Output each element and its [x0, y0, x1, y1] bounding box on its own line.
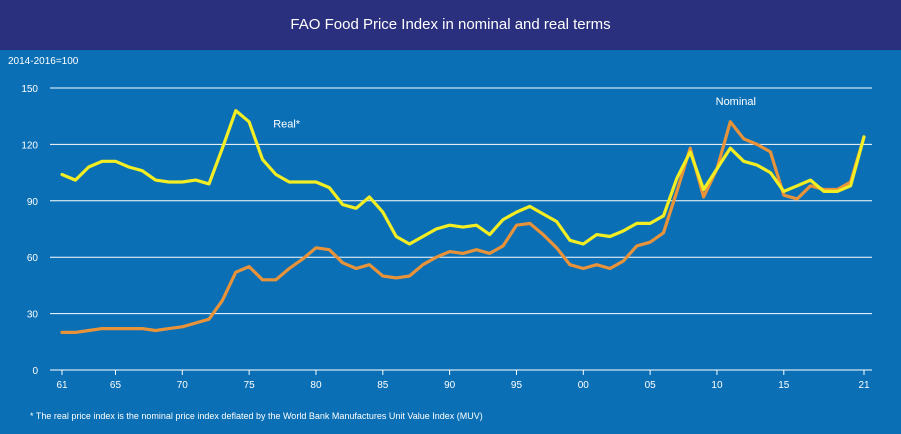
chart-footnote: * The real price index is the nominal pr…	[30, 411, 483, 421]
x-tick-label: 85	[377, 380, 389, 391]
x-tick-label: 15	[778, 380, 790, 391]
x-tick-label: 65	[110, 380, 122, 391]
x-tick-label: 95	[511, 380, 523, 391]
series-label-nominal: Nominal	[716, 96, 756, 108]
x-tick-label: 10	[711, 380, 723, 391]
x-tick-label: 80	[310, 380, 322, 391]
y-axis-unit-label: 2014-2016=100	[8, 56, 79, 67]
series-label-real: Real*	[273, 119, 301, 131]
x-tick-label: 05	[645, 380, 657, 391]
title-bar	[0, 0, 901, 50]
y-tick-label: 90	[27, 197, 39, 208]
x-tick-label: 61	[56, 380, 68, 391]
x-tick-label: 90	[444, 380, 456, 391]
x-tick-label: 70	[177, 380, 189, 391]
series-line-nominal	[60, 120, 866, 334]
y-tick-label: 150	[21, 84, 38, 95]
y-tick-label: 0	[32, 366, 38, 377]
x-tick-label: 00	[578, 380, 590, 391]
x-tick-label: 21	[858, 380, 870, 391]
y-tick-label: 30	[27, 310, 39, 321]
series-line-real	[60, 108, 866, 246]
chart-title: FAO Food Price Index in nominal and real…	[290, 16, 611, 33]
y-tick-label: 120	[21, 140, 38, 151]
x-tick-label: 75	[244, 380, 256, 391]
y-tick-label: 60	[27, 253, 39, 264]
